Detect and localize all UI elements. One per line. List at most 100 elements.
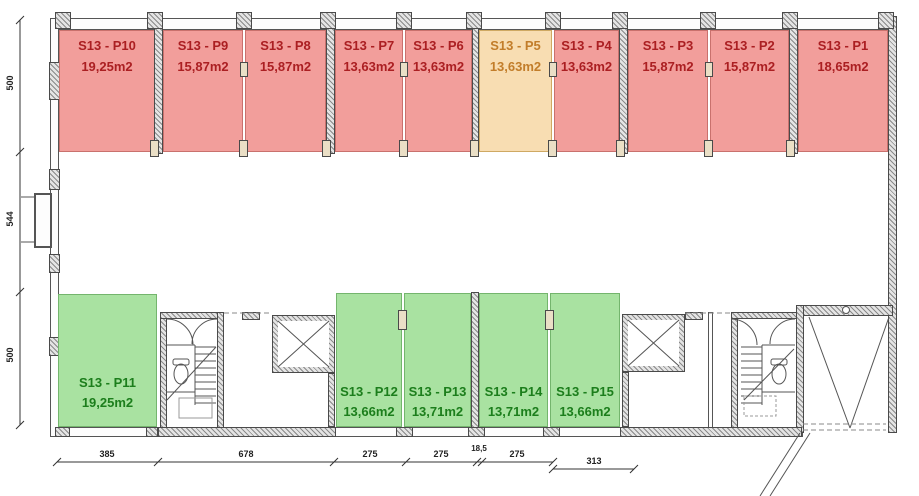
column-marker	[545, 310, 554, 330]
door-arc	[730, 318, 796, 346]
dim-line-left	[15, 15, 25, 430]
unit-area: 13,63m2	[343, 59, 395, 74]
stair-core-2-left-wall	[731, 312, 738, 432]
unit-area: 15,87m2	[642, 59, 694, 74]
column-marker	[150, 140, 159, 157]
elevator-shaft-2-cab	[628, 320, 679, 366]
stairs	[167, 344, 216, 405]
unit-s13-p4[interactable]: S13 - P4 13,63m2	[554, 30, 619, 152]
unit-s13-p9[interactable]: S13 - P9 15,87m2	[163, 30, 243, 152]
column-block	[49, 169, 60, 190]
unit-s13-p14[interactable]: S13 - P14 13,71m2	[479, 293, 548, 427]
unit-label: S13 - P10	[78, 38, 136, 53]
stair-landing	[743, 395, 777, 417]
stair-core-1-right-wall	[217, 312, 224, 432]
dim-label: 678	[238, 449, 254, 459]
unit-area: 13,71m2	[487, 404, 540, 419]
corridor-wall	[708, 312, 713, 432]
unit-label: S13 - P9	[177, 38, 229, 53]
wall-bottom-hatch	[468, 427, 485, 437]
column-marker	[400, 62, 408, 77]
column-marker	[549, 62, 557, 77]
dim-label: 500	[5, 347, 15, 363]
party-wall	[471, 292, 479, 432]
wall-bottom-hatch	[396, 427, 413, 437]
stair-core-2-top-wall	[731, 312, 803, 319]
unit-s13-p3[interactable]: S13 - P3 15,87m2	[628, 30, 708, 152]
column-block	[328, 373, 335, 427]
unit-s13-p15[interactable]: S13 - P15 13,66m2	[550, 293, 620, 427]
dim-line-bottom	[52, 457, 558, 467]
unit-label: S13 - P6	[413, 38, 464, 53]
dim-label: 275	[433, 449, 449, 459]
wall-bottom-hatch	[158, 427, 336, 437]
column-block	[622, 372, 629, 427]
unit-area: 19,25m2	[81, 395, 134, 410]
unit-s13-p12[interactable]: S13 - P12 13,66m2	[336, 293, 402, 427]
wall-tick	[21, 196, 34, 243]
dim-label: 313	[586, 456, 602, 466]
column-stub	[236, 12, 252, 29]
wall-stub	[685, 312, 703, 320]
unit-label: S13 - P11	[78, 375, 137, 390]
column-marker	[240, 62, 248, 77]
column-marker	[399, 140, 408, 157]
unit-s13-p1[interactable]: S13 - P1 18,65m2	[798, 30, 888, 152]
column-marker	[398, 310, 407, 330]
unit-label: S13 - P7	[343, 38, 395, 53]
column-stub	[55, 12, 71, 29]
unit-s13-p5[interactable]: S13 - P5 13,63m2	[479, 30, 552, 152]
stair-diagonal	[166, 346, 217, 401]
unit-s13-p7[interactable]: S13 - P7 13,63m2	[335, 30, 403, 152]
stairs	[741, 344, 795, 405]
unit-label: S13 - P4	[561, 38, 612, 53]
door-arc	[166, 318, 218, 346]
exterior-diagonal	[759, 432, 811, 496]
column-marker	[786, 140, 795, 157]
column-stub	[700, 12, 716, 29]
party-wall	[619, 28, 628, 154]
party-wall	[326, 28, 335, 154]
dim-label: 275	[362, 449, 378, 459]
unit-area: 18,65m2	[817, 59, 869, 74]
column-marker	[705, 62, 713, 77]
wall-bottom-hatch	[620, 427, 802, 437]
entry-door	[34, 193, 52, 248]
unit-s13-p10[interactable]: S13 - P10 19,25m2	[59, 30, 155, 152]
wall-bottom-hatch	[55, 427, 70, 437]
party-wall	[789, 28, 798, 154]
column-stub	[782, 12, 798, 29]
unit-s13-p2[interactable]: S13 - P2 15,87m2	[710, 30, 789, 152]
unit-area: 13,63m2	[412, 59, 465, 74]
unit-area: 15,87m2	[259, 59, 312, 74]
unit-label: S13 - P3	[642, 38, 694, 53]
column-marker	[322, 140, 331, 157]
toilet	[770, 358, 788, 366]
column-marker	[239, 140, 248, 157]
unit-label: S13 - P15	[556, 384, 614, 399]
unit-label: S13 - P13	[408, 384, 467, 399]
column-stub	[320, 12, 336, 29]
column-marker	[704, 140, 713, 157]
dim-label: 544	[5, 211, 15, 227]
column-stub	[878, 12, 894, 29]
stair-diagonal	[743, 348, 795, 401]
toilet	[173, 363, 189, 385]
unit-s13-p6[interactable]: S13 - P6 13,63m2	[405, 30, 472, 152]
unit-label: S13 - P12	[340, 384, 398, 399]
unit-label: S13 - P1	[817, 38, 869, 53]
toilet	[172, 358, 190, 366]
wall-stub	[242, 312, 260, 320]
unit-area: 15,87m2	[723, 59, 776, 74]
dim-label: 275	[509, 449, 525, 459]
column-marker	[616, 140, 625, 157]
dim-line-bottom-2	[548, 464, 639, 474]
dim-label: 385	[99, 449, 115, 459]
unit-s13-p11[interactable]: S13 - P11 19,25m2	[58, 294, 157, 427]
unit-s13-p8[interactable]: S13 - P8 15,87m2	[245, 30, 326, 152]
unit-area: 15,87m2	[177, 59, 229, 74]
stair-core-1-left-wall	[160, 312, 167, 432]
unit-s13-p13[interactable]: S13 - P13 13,71m2	[404, 293, 471, 427]
dim-label: 18,5	[471, 444, 487, 453]
